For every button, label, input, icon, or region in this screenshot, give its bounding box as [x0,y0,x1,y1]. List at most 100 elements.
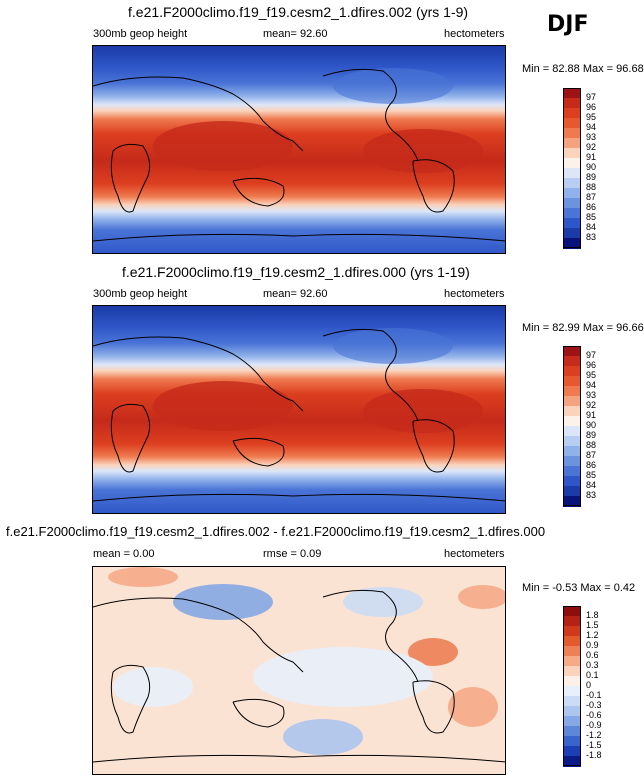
colorbar-label: 93 [586,132,597,142]
colorbar-label: 88 [586,440,597,450]
colorbar-label: 1.2 [586,630,599,640]
panel3-map [92,566,506,775]
colorbar-cell [563,446,581,457]
colorbar-cell [563,98,581,109]
colorbar-frame [563,346,581,506]
colorbar-cell [563,456,581,467]
colorbar-label: -0.1 [586,690,602,700]
colorbar-cell [563,686,581,697]
panel2-minmax: Min = 82.99 Max = 96.66 [522,322,644,334]
panel2-map [92,305,506,514]
panel2-map-svg [93,306,505,513]
colorbar-cell [563,636,581,647]
colorbar-label: 91 [586,152,597,162]
colorbar-frame [563,606,581,766]
colorbar-cell [563,168,581,179]
colorbar-cell [563,466,581,477]
colorbar-cell [563,386,581,397]
colorbar-cell [563,228,581,239]
colorbar-label: 0.6 [586,650,599,660]
colorbar-cell [563,616,581,627]
colorbar-label: 90 [586,420,597,430]
panel3-units: hectometers [444,548,505,560]
panel3-colorbar: 1.8 1.5 1.2 0.9 0.6 0.3 0.1 0 -0.1 -0.3 -0.6 -0.9 -1… [563,606,623,767]
panel2-title: f.e21.F2000climo.f19_f19.cesm2_1.dfires.… [122,264,470,280]
colorbar-cell [563,138,581,149]
colorbar-label: 0.3 [586,660,599,670]
colorbar-cell [563,406,581,417]
colorbar-cell [563,346,581,357]
panel1-title: f.e21.F2000climo.f19_f19.cesm2_1.dfires.… [128,4,469,20]
colorbar-cell [563,118,581,129]
panel2-mean: mean= 92.60 [263,288,328,300]
colorbar-label: 92 [586,142,597,152]
colorbar-label: 86 [586,460,597,470]
panel3-mean: mean = 0.00 [93,548,155,560]
colorbar-cell [563,606,581,617]
colorbar-label: -1.2 [586,730,602,740]
colorbar-label: 95 [586,370,597,380]
colorbar-cell [563,208,581,219]
colorbar-label: 96 [586,102,597,112]
colorbar-label: -1.5 [586,740,602,750]
colorbar-cell [563,148,581,159]
colorbar-label: 1.5 [586,620,599,630]
colorbar-frame [563,88,581,248]
colorbar-cell [563,396,581,407]
colorbar-cell [563,128,581,139]
colorbar-label: 97 [586,350,597,360]
colorbar-cell [563,238,581,249]
colorbar-label: 89 [586,172,597,182]
panel1-map-svg [93,46,505,253]
colorbar-cell [563,486,581,497]
colorbar-label: 83 [586,232,597,242]
panel3-minmax: Min = -0.53 Max = 0.42 [522,582,636,594]
colorbar-label: 0.1 [586,670,599,680]
colorbar-label: -0.3 [586,700,602,710]
colorbar-label: 85 [586,470,597,480]
colorbar-cell [563,436,581,447]
colorbar-label: 93 [586,390,597,400]
colorbar-cell [563,376,581,387]
colorbar-label: 1.8 [586,610,599,620]
colorbar-label: 89 [586,430,597,440]
colorbar-label: 85 [586,212,597,222]
colorbar-label: 0.9 [586,640,599,650]
colorbar-cell [563,656,581,667]
colorbar-label: 92 [586,400,597,410]
colorbar-label: 0 [586,680,592,690]
panel2-units: hectometers [444,288,505,300]
colorbar-label: 83 [586,490,597,500]
colorbar-label: 97 [586,92,597,102]
panel2-variable: 300mb geop height [93,288,188,300]
colorbar-cell [563,416,581,427]
colorbar-cell [563,496,581,507]
panel3-title: f.e21.F2000climo.f19_f19.cesm2_1.dfires.… [6,524,546,539]
colorbar-label: 88 [586,182,597,192]
colorbar-label: 95 [586,112,597,122]
colorbar-cell [563,88,581,99]
colorbar-label: 90 [586,162,597,172]
colorbar-cell [563,716,581,727]
colorbar-label: 91 [586,410,597,420]
panel1-variable: 300mb geop height [93,28,188,40]
panel1-mean: mean= 92.60 [263,28,328,40]
panel3-rmse: rmse = 0.09 [263,548,322,560]
colorbar-cell [563,666,581,677]
colorbar-label: 94 [586,380,597,390]
colorbar-cell [563,646,581,657]
panel1-units: hectometers [444,28,505,40]
colorbar-cell [563,696,581,707]
colorbar-label: 87 [586,192,597,202]
colorbar-cell [563,746,581,757]
colorbar-label: 94 [586,122,597,132]
panel1-colorbar: 97 96 95 94 93 92 91 90 89 88 87 86 85 84 83 [563,88,623,249]
panel1-minmax: Min = 82.88 Max = 96.68 [522,63,644,75]
colorbar-cell [563,476,581,487]
panel1-map [92,45,506,254]
colorbar-label: 87 [586,450,597,460]
colorbar-label: 84 [586,222,597,232]
colorbar-cell [563,756,581,767]
colorbar-cell [563,178,581,189]
colorbar-cell [563,426,581,437]
